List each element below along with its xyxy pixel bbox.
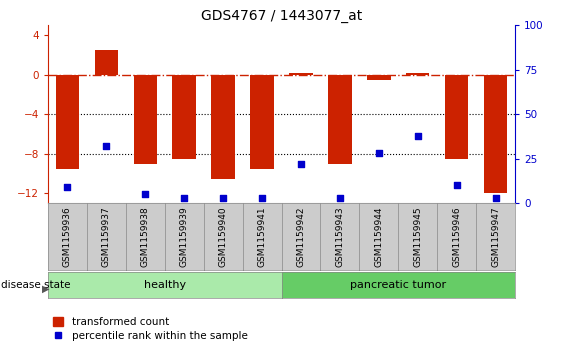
Bar — [133, 75, 157, 164]
Text: GSM1159945: GSM1159945 — [413, 207, 422, 267]
Point — [141, 192, 150, 197]
Bar — [367, 75, 391, 80]
Point — [413, 133, 422, 139]
Point — [491, 195, 500, 201]
Bar — [445, 75, 468, 159]
Text: GSM1159946: GSM1159946 — [452, 207, 461, 267]
Text: GSM1159938: GSM1159938 — [141, 207, 150, 268]
Point — [374, 151, 383, 156]
Text: GSM1159940: GSM1159940 — [218, 207, 227, 267]
Text: GSM1159941: GSM1159941 — [257, 207, 266, 267]
Title: GDS4767 / 1443077_at: GDS4767 / 1443077_at — [201, 9, 362, 23]
Point — [336, 195, 345, 201]
Text: GSM1159936: GSM1159936 — [63, 207, 72, 268]
Point — [452, 183, 461, 188]
Bar — [251, 75, 274, 169]
Point — [257, 195, 266, 201]
Text: GSM1159937: GSM1159937 — [102, 207, 111, 268]
Text: healthy: healthy — [144, 280, 186, 290]
Text: ▶: ▶ — [42, 284, 50, 294]
Point — [218, 195, 227, 201]
Bar — [484, 75, 507, 193]
Text: pancreatic tumor: pancreatic tumor — [350, 280, 446, 290]
Text: GSM1159943: GSM1159943 — [336, 207, 345, 267]
Bar — [172, 75, 196, 159]
Point — [63, 184, 72, 190]
Text: GSM1159939: GSM1159939 — [180, 207, 189, 268]
Bar — [289, 73, 312, 75]
Text: GSM1159942: GSM1159942 — [297, 207, 306, 267]
Text: GSM1159944: GSM1159944 — [374, 207, 383, 267]
Point — [297, 161, 306, 167]
Bar — [56, 75, 79, 169]
Bar — [406, 73, 430, 75]
Bar — [95, 50, 118, 75]
Text: GSM1159947: GSM1159947 — [491, 207, 500, 267]
Bar — [212, 75, 235, 179]
Text: disease state: disease state — [1, 280, 70, 290]
Legend: transformed count, percentile rank within the sample: transformed count, percentile rank withi… — [53, 317, 248, 340]
Point — [102, 143, 111, 149]
Bar — [328, 75, 351, 164]
Point — [180, 195, 189, 201]
